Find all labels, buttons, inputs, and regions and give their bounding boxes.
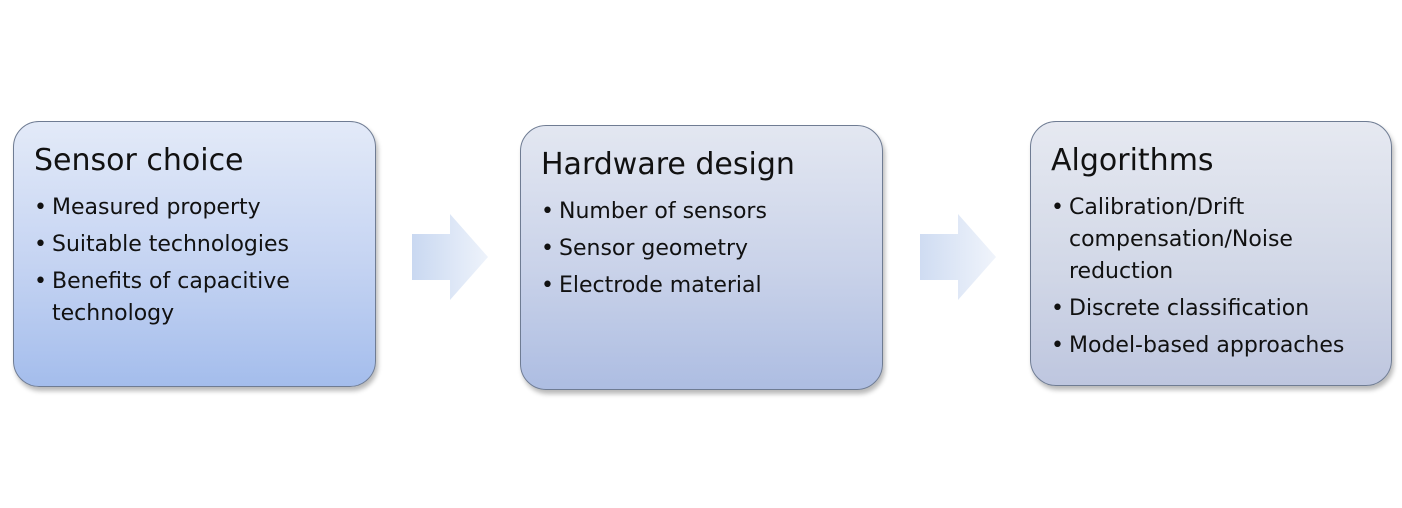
step-item: Model-based approaches	[1051, 330, 1373, 362]
step-item-list: Measured property Suitable technologies …	[34, 192, 357, 330]
step-item: Sensor geometry	[541, 233, 864, 265]
step-item: Discrete classification	[1051, 293, 1373, 325]
step-box-sensor-choice: Sensor choice Measured property Suitable…	[13, 121, 376, 387]
step-item: Measured property	[34, 192, 357, 224]
step-title: Hardware design	[541, 147, 795, 182]
step-box-algorithms: Algorithms Calibration/Drift compensatio…	[1030, 121, 1392, 386]
step-item: Calibration/Drift compensation/Noise red…	[1051, 192, 1373, 288]
arrow-right-icon	[920, 214, 996, 300]
step-title: Sensor choice	[34, 143, 244, 178]
step-title: Algorithms	[1051, 143, 1214, 178]
step-item-list: Calibration/Drift compensation/Noise red…	[1051, 192, 1373, 362]
arrow-right-icon	[412, 214, 488, 300]
step-item: Electrode material	[541, 270, 864, 302]
step-item-list: Number of sensors Sensor geometry Electr…	[541, 196, 864, 302]
step-item: Benefits of capacitive technology	[34, 266, 357, 330]
step-item: Number of sensors	[541, 196, 864, 228]
step-box-hardware-design: Hardware design Number of sensors Sensor…	[520, 125, 883, 390]
step-item: Suitable technologies	[34, 229, 357, 261]
